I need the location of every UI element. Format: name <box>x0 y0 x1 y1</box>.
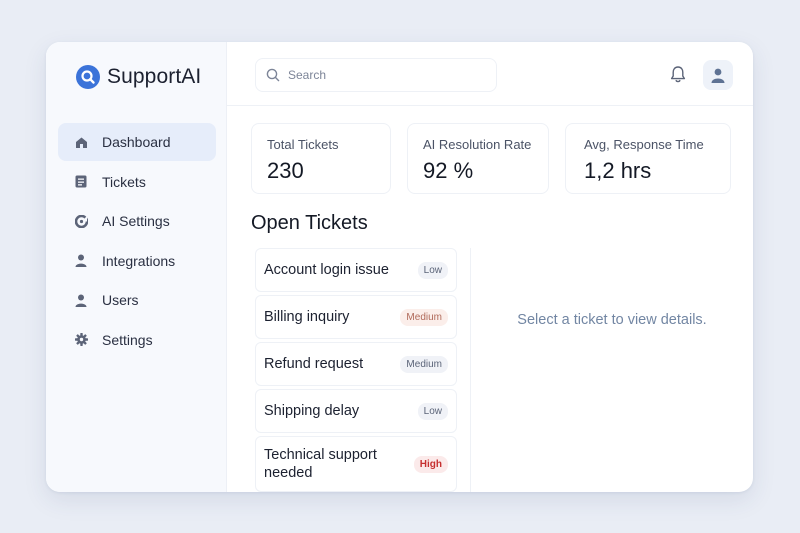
stat-card-total-tickets: Total Tickets 230 <box>251 123 391 194</box>
search-icon <box>266 68 280 82</box>
detail-divider <box>470 248 471 492</box>
stat-value: 1,2 hrs <box>584 158 652 183</box>
priority-badge: Low <box>417 402 448 420</box>
sidebar-item-label: Dashboard <box>102 134 171 150</box>
stat-value: 230 <box>267 158 304 183</box>
sidebar-item-users[interactable]: Users <box>58 281 216 319</box>
ticket-item-shipping-delay[interactable]: Shipping delay Low <box>255 389 457 433</box>
app-window: SupportAI Dashboard Tickets AI Settings <box>46 42 753 492</box>
sidebar-item-settings[interactable]: Settings <box>58 321 216 359</box>
sidebar-item-label: Integrations <box>102 252 176 269</box>
ticket-item-refund-request[interactable]: Refund request Medium <box>255 342 457 386</box>
priority-badge: Medium <box>400 308 448 326</box>
sidebar-item-dashboard[interactable]: Dashboard <box>58 123 216 161</box>
gear-icon <box>74 333 88 347</box>
integrations-icon <box>74 254 88 268</box>
ticket-item-account-login[interactable]: Account login issue Low <box>255 248 457 292</box>
sidebar-item-label: Settings <box>102 331 153 348</box>
stat-label: AI Resolution Rate <box>423 137 532 152</box>
sidebar-item-label: Tickets <box>102 173 146 190</box>
stat-value: 92 % <box>423 158 474 183</box>
ticket-title: Shipping delay <box>264 403 360 419</box>
priority-badge: High <box>413 455 448 473</box>
open-tickets-title: Open Tickets <box>251 212 368 234</box>
ticket-title: Refund request <box>264 356 364 372</box>
bell-icon[interactable] <box>669 65 687 89</box>
ticket-icon <box>74 175 88 189</box>
ticket-item-technical-support[interactable]: Technical support needed High <box>255 436 457 492</box>
sidebar-item-ai-settings[interactable]: AI Settings <box>58 202 216 240</box>
brand[interactable]: SupportAI <box>76 65 201 89</box>
ticket-list: Account login issue Low Billing inquiry … <box>255 248 457 492</box>
home-icon <box>74 135 88 149</box>
top-bar <box>227 42 753 106</box>
ticket-detail-placeholder: Select a ticket to view details. <box>517 312 707 328</box>
sidebar-item-label: AI Settings <box>102 213 170 229</box>
priority-badge: Medium <box>400 355 448 373</box>
brand-name: SupportAI <box>107 65 202 88</box>
priority-badge: Low <box>417 261 448 279</box>
sidebar-item-integrations[interactable]: Integrations <box>58 242 216 280</box>
sidebar-item-tickets[interactable]: Tickets <box>58 163 216 201</box>
ai-settings-icon <box>74 214 88 228</box>
sidebar-item-label: Users <box>102 292 139 308</box>
search-box[interactable] <box>255 58 497 92</box>
search-input[interactable] <box>288 68 478 82</box>
stat-card-ai-resolution-rate: AI Resolution Rate 92 % <box>407 123 549 194</box>
users-icon <box>74 293 88 307</box>
logo-icon <box>76 65 100 89</box>
sidebar: SupportAI Dashboard Tickets AI Settings <box>46 42 227 492</box>
user-avatar-icon[interactable] <box>703 60 733 90</box>
ticket-item-billing-inquiry[interactable]: Billing inquiry Medium <box>255 295 457 339</box>
ticket-title: Technical support needed <box>264 447 377 481</box>
stat-card-avg-response-time: Avg, Response Time 1,2 hrs <box>565 123 731 194</box>
ticket-title: Billing inquiry <box>264 309 350 325</box>
ticket-title: Account login issue <box>264 262 389 278</box>
stat-label: Avg, Response Time <box>584 137 704 152</box>
sidebar-nav: Dashboard Tickets AI Settings Integratio… <box>58 123 216 360</box>
stat-label: Total Tickets <box>267 137 339 152</box>
